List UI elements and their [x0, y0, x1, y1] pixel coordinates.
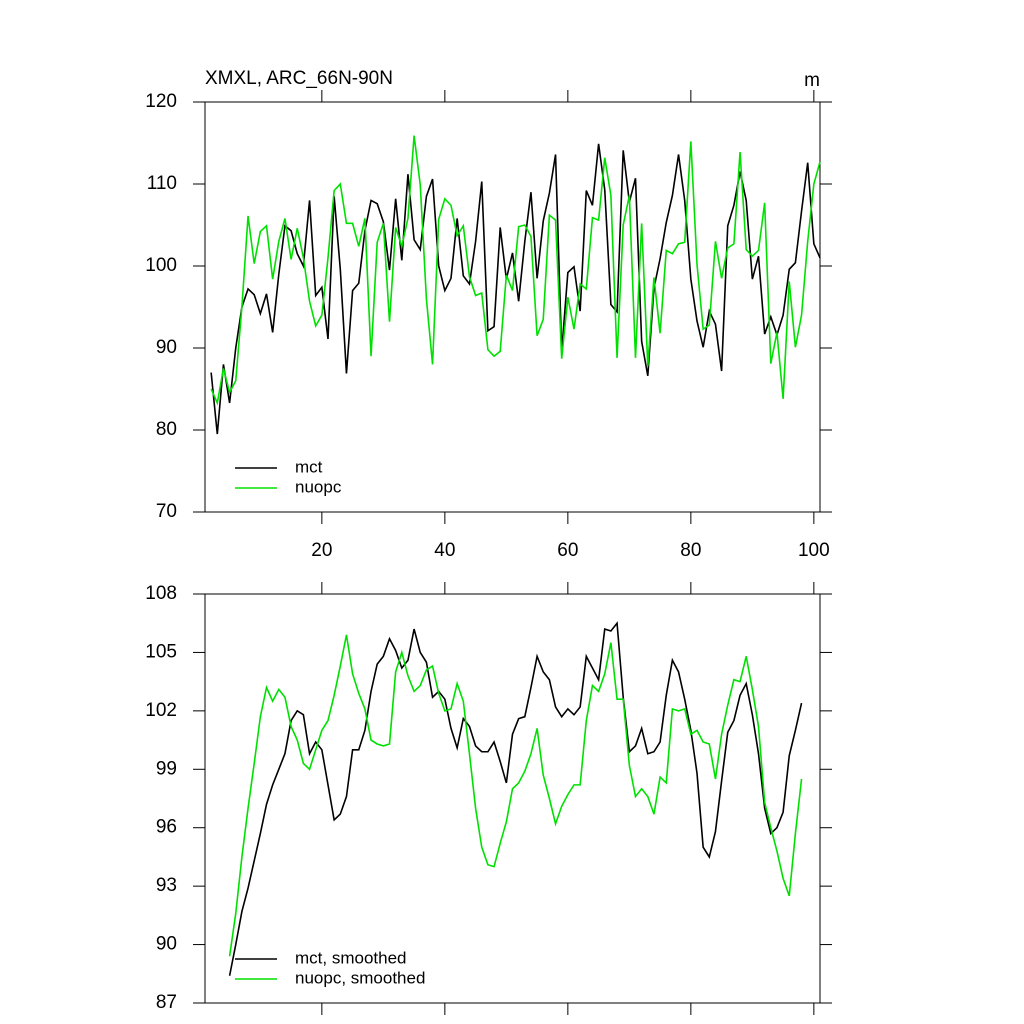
y-tick-label: 70 [156, 501, 177, 522]
y-tick-label: 90 [156, 934, 177, 955]
legend-label: mct, smoothed [295, 948, 407, 967]
y-tick-label: 110 [147, 173, 177, 194]
y-tick-label: 80 [156, 419, 177, 440]
y-tick-label: 90 [156, 337, 177, 358]
series-line [210, 135, 821, 406]
units-label: m [804, 70, 820, 91]
y-tick-label: 100 [145, 255, 177, 276]
chart-title: XMXL, ARC_66N-90N [205, 68, 393, 89]
x-tick-label: 20 [311, 540, 332, 561]
y-tick-label: 102 [145, 700, 177, 721]
series-line [210, 143, 821, 435]
y-tick-label: 120 [145, 91, 177, 112]
x-tick-label: 100 [798, 540, 830, 561]
legend-label: mct [295, 457, 323, 476]
x-tick-label: 40 [434, 540, 455, 561]
x-tick-label: 60 [557, 540, 578, 561]
y-tick-label: 93 [156, 875, 177, 896]
y-tick-label: 99 [156, 758, 177, 779]
x-tick-label: 80 [680, 540, 701, 561]
plot-frame [204, 593, 821, 1004]
y-tick-label: 105 [145, 641, 177, 662]
legend-label: nuopc [295, 477, 342, 496]
y-tick-label: 96 [156, 817, 177, 838]
legend-label: nuopc, smoothed [295, 968, 425, 987]
plot-frame [204, 101, 821, 513]
series-line [228, 621, 803, 976]
y-tick-label: 108 [145, 583, 177, 604]
y-tick-label: 87 [156, 992, 177, 1013]
series-line [228, 634, 803, 957]
